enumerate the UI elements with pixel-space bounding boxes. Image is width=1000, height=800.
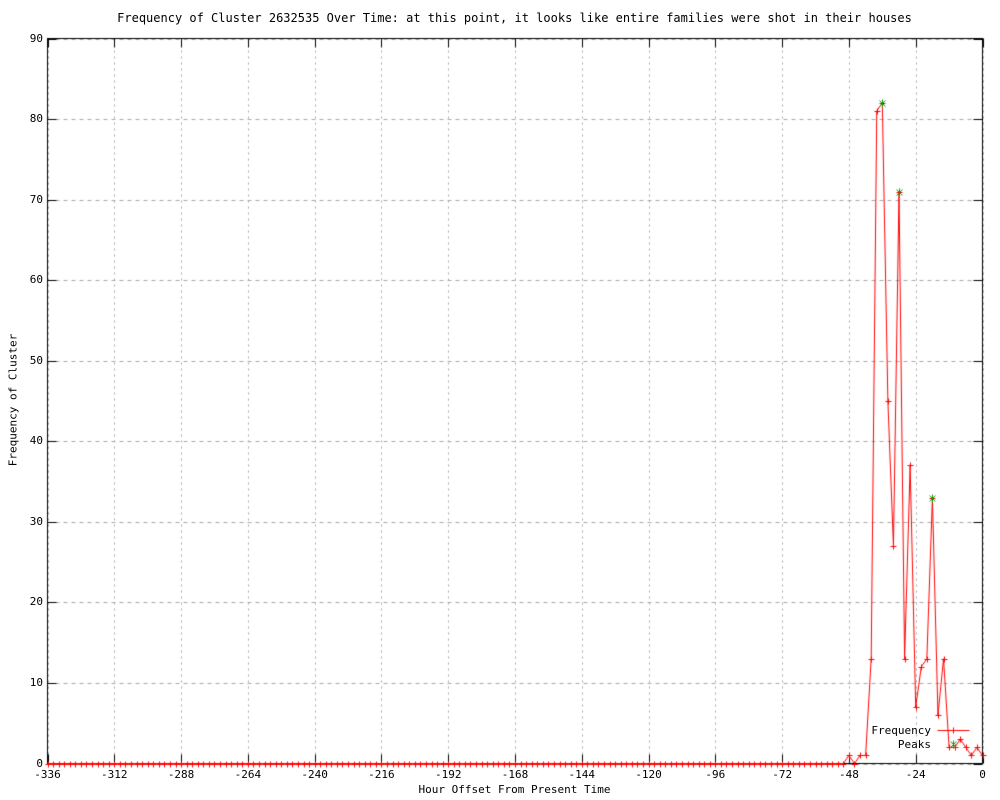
- y-tick-label: 0: [36, 756, 43, 770]
- x-tick-label: -312: [101, 768, 128, 781]
- y-tick-label: 10: [29, 675, 43, 689]
- x-tick-label: 0: [979, 768, 986, 781]
- y-tick-label: 40: [29, 434, 43, 448]
- y-tick-label: 20: [29, 595, 43, 609]
- x-tick-label: -120: [635, 768, 662, 781]
- x-tick-label: -216: [368, 768, 395, 781]
- x-tick-label: -168: [501, 768, 529, 781]
- y-tick-label: 30: [29, 514, 43, 528]
- x-tick-label: -192: [434, 768, 462, 781]
- x-tick-label: -240: [301, 768, 328, 781]
- y-tick-label: 90: [29, 31, 43, 45]
- chart-title: Frequency of Cluster 2632535 Over Time: …: [117, 11, 912, 25]
- x-tick-label: -288: [167, 768, 195, 781]
- x-tick-label: -264: [234, 768, 262, 781]
- x-tick-label: -96: [705, 768, 726, 781]
- x-tick-label: -48: [838, 768, 859, 781]
- x-tick-label: -72: [772, 768, 793, 781]
- x-tick-label: -144: [568, 768, 596, 781]
- y-tick-label: 80: [29, 112, 43, 126]
- y-tick-label: 60: [29, 273, 43, 287]
- legend-entry-frequency: Frequency: [871, 724, 931, 737]
- y-tick-label: 70: [29, 192, 43, 206]
- x-tick-label: -336: [34, 768, 61, 781]
- x-axis-label: Hour Offset From Present Time: [418, 783, 611, 796]
- x-tick-label: -24: [905, 768, 926, 781]
- legend-entry-peaks: Peaks: [897, 738, 931, 751]
- y-tick-label: 50: [29, 353, 43, 367]
